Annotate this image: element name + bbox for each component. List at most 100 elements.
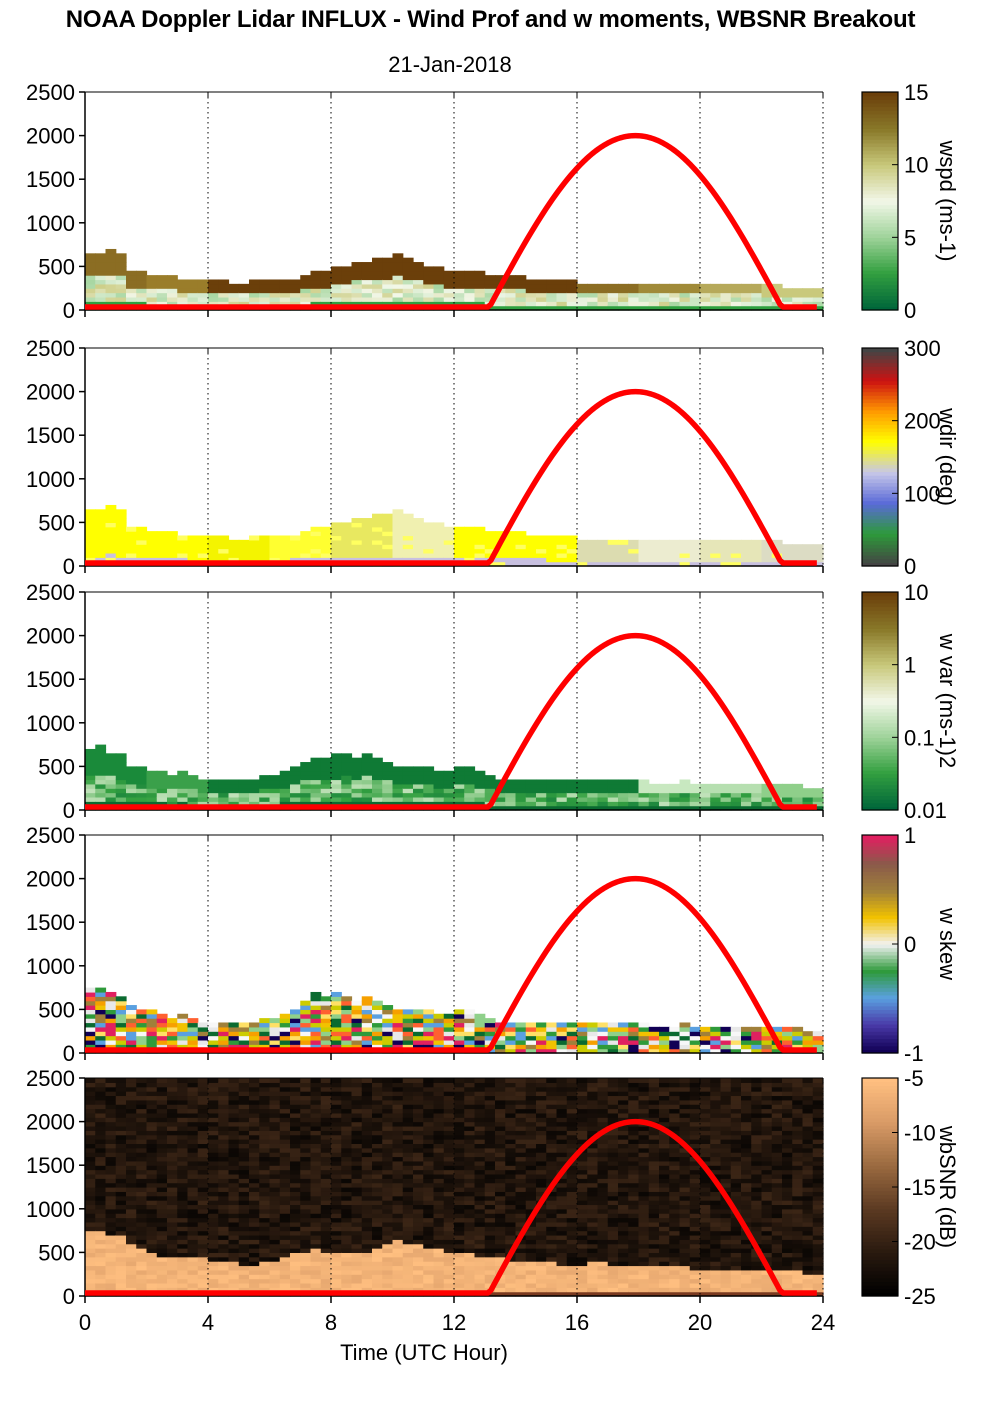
heatmap-cell bbox=[105, 792, 117, 798]
heatmap-cell bbox=[495, 1125, 506, 1131]
heatmap-cell bbox=[136, 1095, 148, 1101]
heatmap-cell bbox=[464, 1178, 476, 1184]
heatmap-cell bbox=[105, 1005, 117, 1010]
heatmap-cell bbox=[105, 1221, 117, 1227]
heatmap-cell bbox=[361, 1082, 373, 1088]
heatmap-cell bbox=[300, 1274, 312, 1280]
heatmap-cell bbox=[464, 1256, 476, 1262]
heatmap-cell bbox=[402, 1274, 414, 1280]
heatmap-cell bbox=[495, 1243, 506, 1249]
heatmap-cell bbox=[495, 1048, 506, 1054]
heatmap-cell bbox=[300, 1009, 312, 1015]
panel-5: 05001000150020002500-25-20-15-10-5wbSNR … bbox=[26, 1066, 960, 1309]
heatmap-cell bbox=[505, 1156, 517, 1162]
heatmap-cell bbox=[208, 779, 219, 785]
heatmap-cell bbox=[249, 779, 260, 785]
colorbar-segment bbox=[862, 146, 898, 151]
heatmap-cell bbox=[197, 1256, 209, 1262]
heatmap-cell bbox=[228, 1117, 240, 1123]
heatmap-cell bbox=[515, 1117, 527, 1123]
heatmap-cell bbox=[556, 783, 568, 789]
colorbar-segment bbox=[862, 664, 898, 669]
heatmap-cell bbox=[269, 1091, 281, 1097]
heatmap-cell bbox=[495, 1078, 506, 1083]
heatmap-cell bbox=[208, 552, 219, 558]
heatmap-cell bbox=[310, 1044, 322, 1050]
heatmap-cell bbox=[433, 275, 445, 281]
heatmap-cell bbox=[536, 561, 547, 567]
heatmap-cell bbox=[126, 1078, 137, 1083]
heatmap-cell bbox=[126, 1226, 137, 1232]
heatmap-cell bbox=[95, 775, 107, 781]
heatmap-cell bbox=[105, 1160, 117, 1166]
heatmap-cell bbox=[126, 1156, 137, 1162]
colorbar-segment bbox=[862, 715, 898, 720]
heatmap-cell bbox=[597, 1044, 609, 1050]
heatmap-cell bbox=[648, 805, 660, 811]
heatmap-cell bbox=[413, 1156, 424, 1162]
colorbar-segment bbox=[862, 438, 898, 444]
heatmap-cell bbox=[464, 1195, 476, 1201]
heatmap-cell bbox=[587, 796, 599, 802]
heatmap-cell bbox=[361, 1239, 373, 1245]
heatmap-cell bbox=[710, 301, 722, 307]
heatmap-cell bbox=[597, 1026, 609, 1032]
heatmap-cell bbox=[300, 279, 312, 285]
colorbar-tick-label: -1 bbox=[904, 1041, 924, 1066]
heatmap-cell bbox=[269, 1213, 281, 1219]
heatmap-cell bbox=[638, 805, 650, 811]
heatmap-cell bbox=[536, 779, 547, 785]
heatmap-cell bbox=[505, 1095, 517, 1101]
heatmap-cell bbox=[454, 1026, 465, 1032]
heatmap-cell bbox=[177, 283, 189, 289]
heatmap-cell bbox=[443, 1217, 455, 1223]
heatmap-cell bbox=[187, 1031, 199, 1037]
heatmap-cell bbox=[372, 1095, 383, 1101]
heatmap-cell bbox=[423, 544, 435, 550]
heatmap-cell bbox=[751, 801, 763, 807]
heatmap-cell bbox=[331, 1265, 342, 1271]
heatmap-cell bbox=[310, 1022, 322, 1028]
heatmap-cell bbox=[556, 801, 568, 807]
heatmap-cell bbox=[105, 1169, 117, 1175]
heatmap-cell bbox=[443, 1208, 455, 1214]
heatmap-cell bbox=[269, 1265, 281, 1271]
heatmap-cell bbox=[197, 801, 209, 807]
heatmap-cell bbox=[249, 1200, 260, 1206]
heatmap-cell bbox=[146, 1026, 158, 1032]
heatmap-cell bbox=[115, 1274, 127, 1280]
heatmap-cell bbox=[269, 1256, 281, 1262]
heatmap-cell bbox=[238, 544, 250, 550]
heatmap-cell bbox=[290, 1139, 301, 1144]
heatmap-cell bbox=[310, 792, 322, 798]
heatmap-cell bbox=[351, 762, 363, 767]
heatmap-cell bbox=[269, 1239, 281, 1245]
heatmap-cell bbox=[85, 788, 96, 794]
heatmap-cell bbox=[95, 991, 107, 997]
heatmap-cell bbox=[331, 796, 342, 802]
heatmap-cell bbox=[659, 552, 670, 558]
heatmap-cell bbox=[495, 1195, 506, 1201]
heatmap-cell bbox=[228, 792, 240, 798]
heatmap-cell bbox=[177, 1152, 189, 1158]
heatmap-cell bbox=[218, 1112, 230, 1118]
heatmap-cell bbox=[413, 1248, 424, 1253]
heatmap-cell bbox=[279, 1173, 291, 1179]
colorbar-segment bbox=[862, 193, 898, 198]
heatmap-cell bbox=[218, 1035, 230, 1041]
heatmap-cell bbox=[177, 796, 189, 802]
heatmap-cell bbox=[136, 1160, 148, 1166]
heatmap-cell bbox=[320, 1156, 332, 1162]
heatmap-cell bbox=[105, 557, 117, 563]
heatmap-cell bbox=[146, 1018, 158, 1024]
heatmap-cell bbox=[269, 1217, 281, 1223]
heatmap-cell bbox=[146, 279, 158, 285]
heatmap-cell bbox=[167, 1082, 178, 1088]
heatmap-cell bbox=[556, 788, 568, 794]
heatmap-cell bbox=[433, 1230, 445, 1236]
heatmap-cell bbox=[351, 535, 363, 541]
y-tick-label: 2000 bbox=[26, 867, 75, 892]
heatmap-cell bbox=[105, 788, 117, 794]
heatmap-cell bbox=[607, 1039, 619, 1045]
heatmap-cell bbox=[146, 301, 158, 307]
